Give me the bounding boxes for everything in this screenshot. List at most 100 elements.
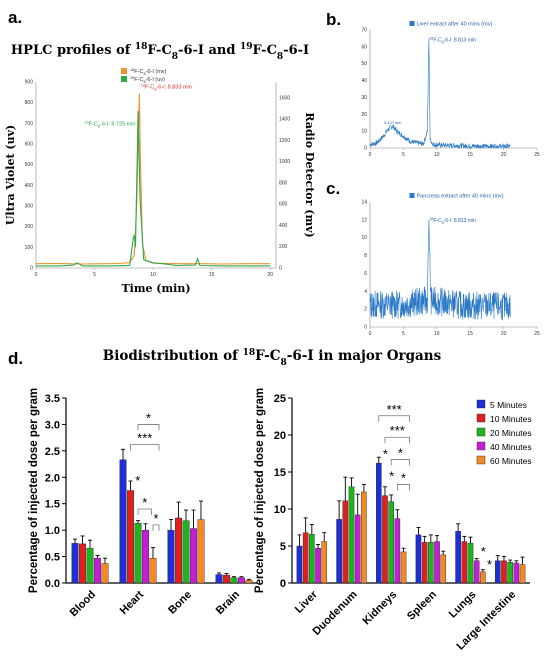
legend-label: Liver extract after 40 mins (mv) (417, 22, 493, 28)
title-part: 8 (172, 52, 178, 62)
bar (182, 520, 190, 584)
y-tick-label-right: 600 (279, 202, 288, 208)
y-tick-label: 1.5 (45, 499, 60, 511)
annotation-peak: 18F-C8-6-I: 8.813 min (429, 36, 476, 44)
bar (167, 529, 175, 584)
annotation-peak-rest: -6-I: 8.813 min (444, 37, 476, 43)
y-tick-label: 25 (274, 393, 286, 405)
significance-bracket (390, 459, 410, 466)
panel-b-letter: b. (326, 10, 341, 29)
annotation-19f-rest: -6-I: 8.725 min (100, 121, 135, 127)
y-axis-label: Percentage of injected dose per gram (254, 388, 266, 593)
panel-c-pancreas-chart: 0 5 10 15 20 25 0 2 4 6 8 10 12 14 Pancreas extract af… (361, 193, 540, 337)
significance-bracket (137, 424, 160, 431)
panel-b-liver-chart: 0 5 10 15 20 25 0 10 20 30 40 50 60 70 Liver extract a… (361, 21, 540, 158)
x-tick-label: 0 (369, 331, 372, 337)
significance-label: * (401, 471, 406, 486)
y-tick-label: 15 (274, 467, 286, 479)
category-label: Kidneys (361, 589, 400, 628)
bar (238, 577, 245, 584)
x-tick-label: 10 (434, 152, 440, 158)
annotation-peak-text: F-C (433, 218, 442, 224)
bar (79, 543, 86, 584)
title-part: Biodistribution of (103, 348, 243, 364)
significance-star: * (135, 473, 140, 488)
x-tick-label: 5 (402, 331, 405, 337)
bar (421, 542, 428, 584)
significance-label: *** (387, 402, 402, 417)
legend-swatch (476, 455, 486, 465)
annotation-19f-sub: 8 (98, 124, 100, 128)
significance-star: * (389, 469, 394, 484)
y-tick-label-right: 1400 (279, 117, 290, 123)
legend-label: 19F-C8-6-I (uv) (130, 76, 165, 84)
y-tick-label-right: 1600 (279, 95, 290, 101)
bar (119, 459, 127, 584)
panel-c-letter: c. (326, 179, 340, 198)
category-label: Heart (118, 588, 147, 617)
bar (507, 562, 513, 584)
bar (71, 543, 79, 584)
bar (315, 548, 321, 584)
legend-label: 20 Minutes (490, 428, 532, 438)
y-tick-label: 20 (361, 112, 367, 118)
x-tick-label: 10 (434, 331, 440, 337)
x-axis-label: Time (min) (121, 282, 190, 295)
y-tick-label-right: 1000 (279, 159, 290, 165)
x-tick-label: 25 (534, 331, 540, 337)
category-label: Liver (293, 588, 321, 616)
bar (336, 519, 342, 584)
x-tick-label: 15 (467, 331, 473, 337)
significance-bracket (130, 444, 160, 451)
significance-label: * (146, 410, 151, 425)
annotation-peak-sup: 18 (429, 36, 433, 40)
y-tick-label-right: 200 (279, 244, 288, 250)
bar (467, 542, 474, 584)
annotation-peak-rest: -6-I: 8.813 min (444, 218, 476, 224)
y-tick-label: 50 (361, 61, 367, 67)
series-line-0 (35, 93, 271, 265)
bar (215, 574, 223, 584)
legend-swatch (476, 427, 486, 437)
series-line-1 (36, 110, 271, 267)
x-tick-label: 25 (534, 152, 540, 158)
y-tick-label-right: 0 (279, 266, 282, 272)
significance-bracket (378, 415, 410, 422)
bar (127, 490, 134, 584)
y-tick-label: 2 (364, 307, 367, 313)
bar (434, 541, 440, 584)
category-label: Lungs (447, 589, 479, 621)
legend-swatch (409, 193, 415, 198)
bar (513, 562, 520, 584)
y-tick-label: 10 (361, 129, 367, 135)
category-label: Blood (68, 589, 99, 620)
series-line (369, 38, 511, 150)
annotation-peak: 18F-C8-6-I: 8.813 min (429, 217, 476, 225)
title-part: 8 (277, 52, 283, 62)
y-tick-label: 0.5 (45, 552, 60, 564)
annotation-18f: 18F-C8-6-I: 8.833 min (141, 84, 192, 92)
annotation-peak-text: F-C (433, 37, 442, 43)
legend-swatch (476, 399, 486, 409)
y-tick-label-left: 100 (25, 245, 34, 251)
significance-bracket (396, 484, 410, 491)
bar (455, 531, 461, 584)
panel-d-title: Biodistribution of 18F-C8-6-I in major O… (103, 348, 442, 368)
y-tick-label: 4 (364, 289, 367, 295)
annotation-19f-sup: 19 (84, 120, 88, 124)
legend-swatch (476, 441, 486, 451)
y-axis-label: Percentage of injected dose per gram (28, 388, 40, 593)
x-tick-label: 10 (150, 272, 156, 278)
y-tick-label: 5 (280, 541, 286, 553)
legend-label-text: F-C (134, 69, 143, 75)
bar (428, 542, 434, 584)
bar (461, 541, 468, 584)
legend-label: Pancreas extract after 40 mins (mv) (417, 194, 504, 200)
category-label: Bone (166, 589, 194, 617)
y-tick-label-left: 800 (25, 100, 34, 106)
legend-label: 60 Minutes (490, 456, 532, 466)
bar (394, 518, 401, 584)
bar (382, 495, 388, 584)
panel-d-left-bar-chart: 0.0 0.5 1.0 1.5 2.0 2.5 3.0 3.5 Blood Heart Bone Br… (28, 388, 258, 619)
